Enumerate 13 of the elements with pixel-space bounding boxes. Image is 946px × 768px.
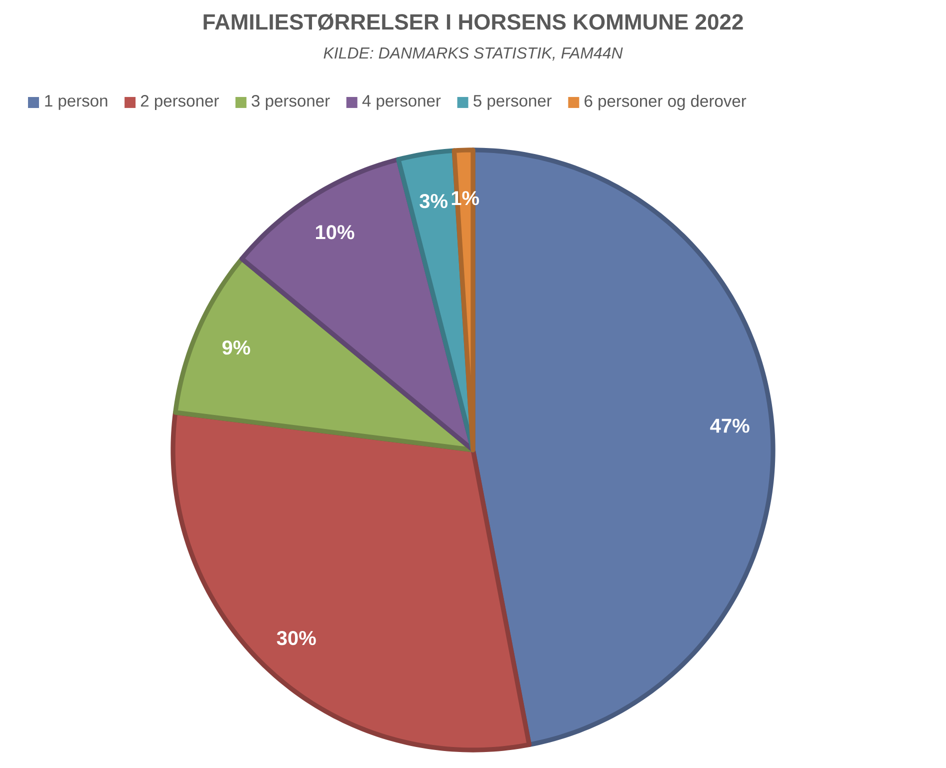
data-label: 9% [222,340,250,355]
data-label: 30% [276,630,316,646]
legend-label: 2 personer [140,95,219,110]
legend-label: 3 personer [252,95,330,110]
legend-label: 1 person [45,95,108,110]
chart-subtitle: KILDE: DANMARKS STATISTIK, FAM44N [324,47,623,61]
legend-label: 4 personer [362,95,441,110]
data-label: 47% [710,418,750,433]
legend-label: 5 personer [474,95,552,110]
data-label: 10% [316,225,354,240]
legend-label: 6 personer og derover [584,94,746,110]
chart-title: FAMILIESTØRRELSER I HORSENS KOMMUNE 2022 [204,14,743,30]
data-label: 3% [420,194,448,208]
